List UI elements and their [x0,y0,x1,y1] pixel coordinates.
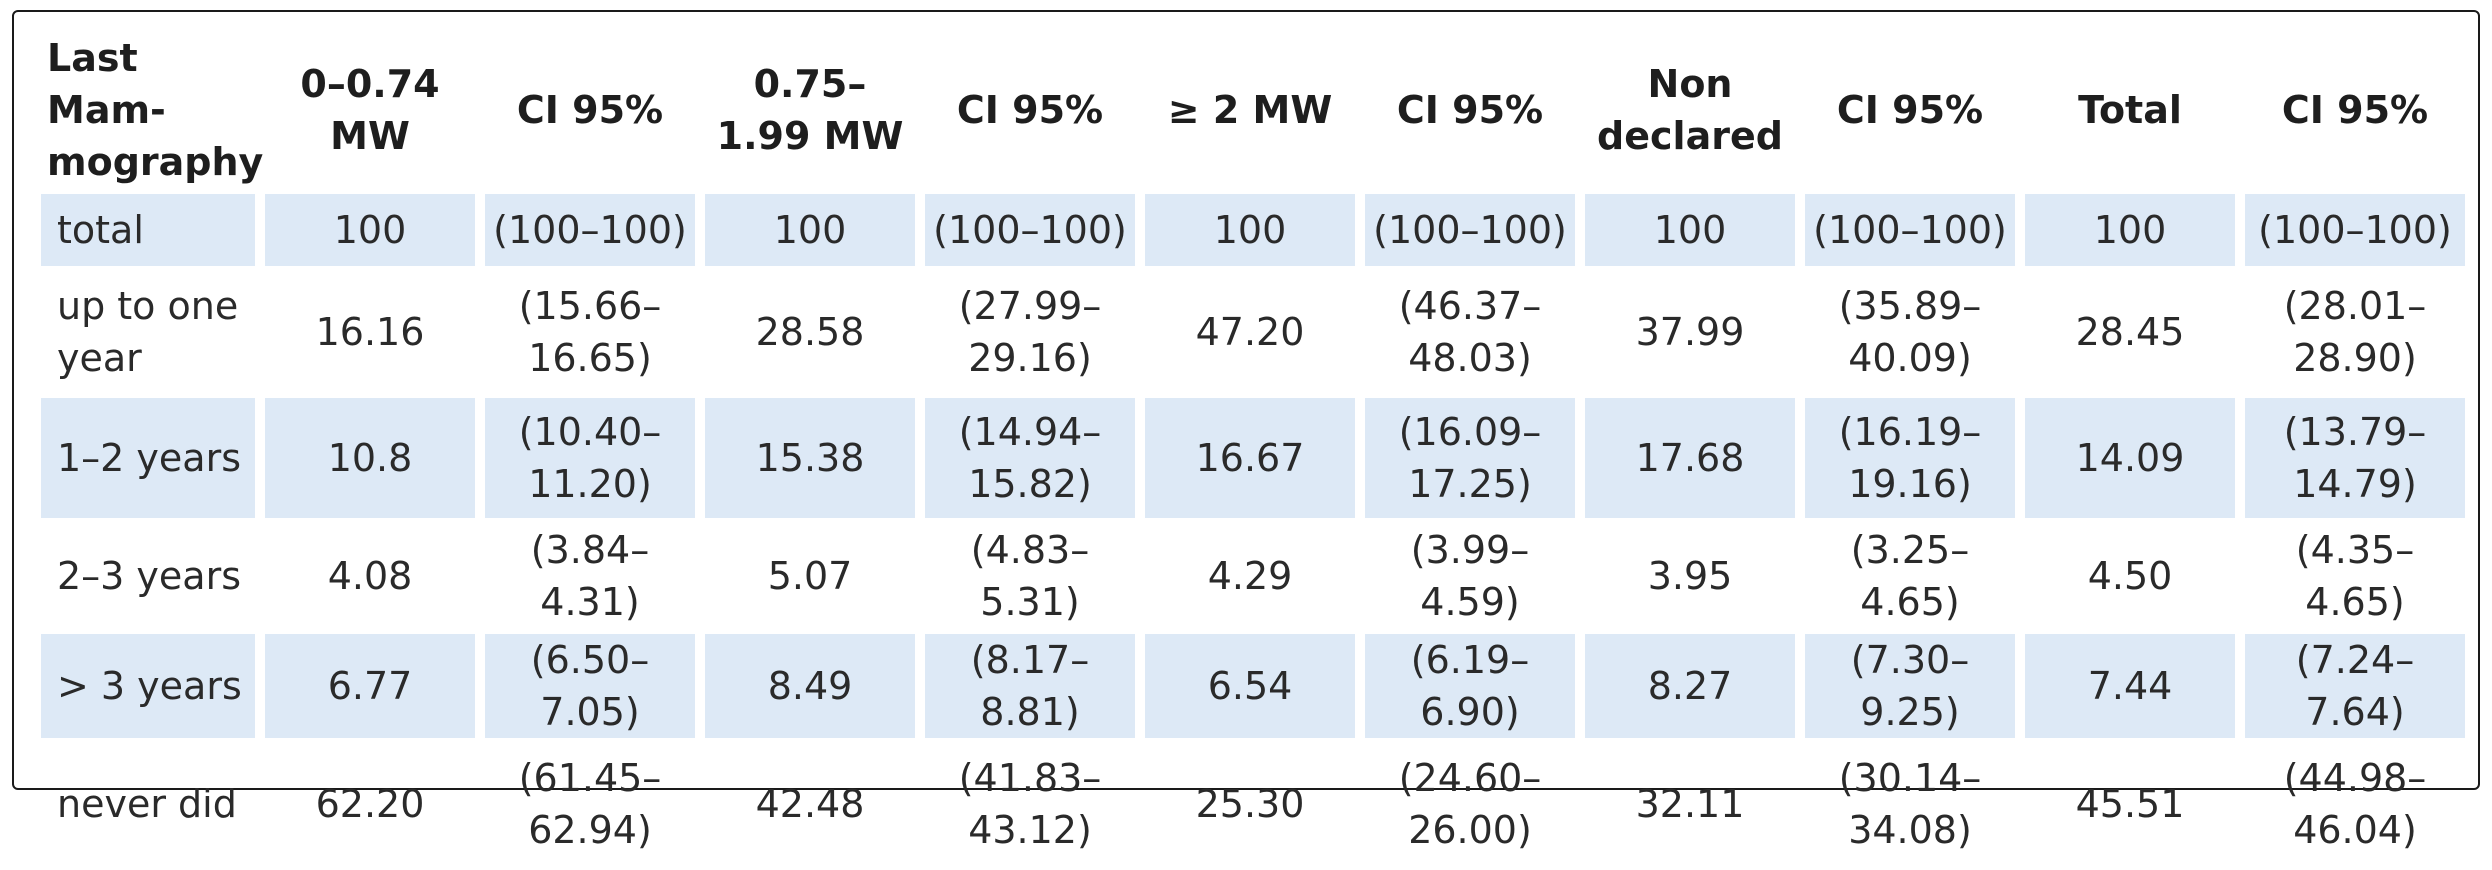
table-cell: 37.99 [1635,310,1745,354]
table-cell: (35.89–40.09) [1838,284,1982,380]
table-cell: (100–100) [1365,194,1575,266]
header-cell: 0–0.74 MW [300,62,440,158]
table-frame: Last Mam-mography 0–0.74 MW CI 95% 0.75–… [12,10,2480,852]
table-cell: 4.29 [1207,554,1293,598]
table-row: 1–2 years 10.8 (10.40–11.20) 15.38 (14.9… [41,398,2465,518]
header-cell: CI 95% [516,88,664,132]
table-cell: 5.07 [767,554,853,598]
header-cell: CI 95% [2281,88,2429,132]
table-cell: (4.83–5.31) [970,528,1090,624]
table-cell: (100–100) [2245,194,2465,266]
header-cell: 0.75–1.99 MW [716,62,904,158]
table-cell: 4.50 [2087,554,2173,598]
table-cell: 10.8 [265,398,475,518]
table-cell: (46.37–48.03) [1398,284,1542,380]
table-cell: 100 [1585,194,1795,266]
row-label: 1–2 years [41,398,255,518]
table-cell: (27.99–29.16) [958,284,1102,380]
header-row: Last Mam-mography 0–0.74 MW CI 95% 0.75–… [41,32,2465,188]
table-cell: 6.54 [1145,634,1355,738]
table-cell: (8.17–8.81) [925,634,1135,738]
table-cell: (100–100) [485,194,695,266]
table-cell: 15.38 [705,398,915,518]
header-cell: Non declared [1597,62,1783,158]
table-cell: (3.25–4.65) [1850,528,1970,624]
table-cell: 7.44 [2025,634,2235,738]
table-cell: 100 [1145,194,1355,266]
header-cell: Total [2078,88,2182,132]
table-cell: (24.60–26.00) [1398,756,1542,852]
table-cell: (16.19–19.16) [1805,398,2015,518]
row-label: up to one year [57,284,239,380]
table-cell: (14.94–15.82) [925,398,1135,518]
table-cell: 42.48 [755,782,865,826]
table-cell: 100 [2025,194,2235,266]
table-cell: 47.20 [1195,310,1305,354]
table-cell: (3.84–4.31) [530,528,650,624]
table-cell: 4.08 [327,554,413,598]
table-cell: (44.98–46.04) [2283,756,2427,852]
table-row: never did 62.20 (61.45–62.94) 42.48 (41.… [41,744,2465,864]
table-cell: (61.45–62.94) [518,756,662,852]
row-label: > 3 years [41,634,255,738]
table-cell: (28.01–28.90) [2283,284,2427,380]
table-cell: 100 [705,194,915,266]
table-cell: 28.45 [2075,310,2185,354]
table-row: 2–3 years 4.08 (3.84–4.31) 5.07 (4.83–5.… [41,524,2465,628]
row-label: total [41,194,255,266]
table-cell: (41.83–43.12) [958,756,1102,852]
table-cell: (16.09–17.25) [1365,398,1575,518]
table-cell: (3.99–4.59) [1410,528,1530,624]
table-cell: (4.35–4.65) [2295,528,2415,624]
table-row: > 3 years 6.77 (6.50–7.05) 8.49 (8.17–8.… [41,634,2465,738]
table-cell: (100–100) [1805,194,2015,266]
table-cell: (7.24–7.64) [2245,634,2465,738]
table-cell: 32.11 [1635,782,1745,826]
table-row: up to one year 16.16 (15.66–16.65) 28.58… [41,272,2465,392]
mammography-table: Last Mam-mography 0–0.74 MW CI 95% 0.75–… [31,26,2475,870]
table-cell: (10.40–11.20) [485,398,695,518]
table-cell: 28.58 [755,310,865,354]
row-label: 2–3 years [57,554,242,598]
table-cell: 45.51 [2075,782,2185,826]
table-cell: (15.66–16.65) [518,284,662,380]
table-cell: 8.49 [705,634,915,738]
table-cell: 17.68 [1585,398,1795,518]
header-cell: CI 95% [956,88,1104,132]
table-cell: (7.30–9.25) [1805,634,2015,738]
row-label: never did [57,782,237,826]
header-cell: Last Mam-mography [47,36,264,184]
header-cell: CI 95% [1836,88,1984,132]
table-cell: 16.67 [1145,398,1355,518]
header-cell: CI 95% [1396,88,1544,132]
table-cell: 100 [265,194,475,266]
table-cell: (100–100) [925,194,1135,266]
table-cell: 14.09 [2025,398,2235,518]
table-cell: 8.27 [1585,634,1795,738]
table-cell: (6.50–7.05) [485,634,695,738]
header-cell: ≥ 2 MW [1167,88,1333,132]
table-cell: 62.20 [315,782,425,826]
table-cell: (13.79–14.79) [2245,398,2465,518]
table-cell: 3.95 [1647,554,1733,598]
table-cell: 25.30 [1195,782,1305,826]
table-cell: (6.19–6.90) [1365,634,1575,738]
table-row: total 100 (100–100) 100 (100–100) 100 (1… [41,194,2465,266]
table-cell: 16.16 [315,310,425,354]
table-cell: (30.14–34.08) [1838,756,1982,852]
table-cell: 6.77 [265,634,475,738]
